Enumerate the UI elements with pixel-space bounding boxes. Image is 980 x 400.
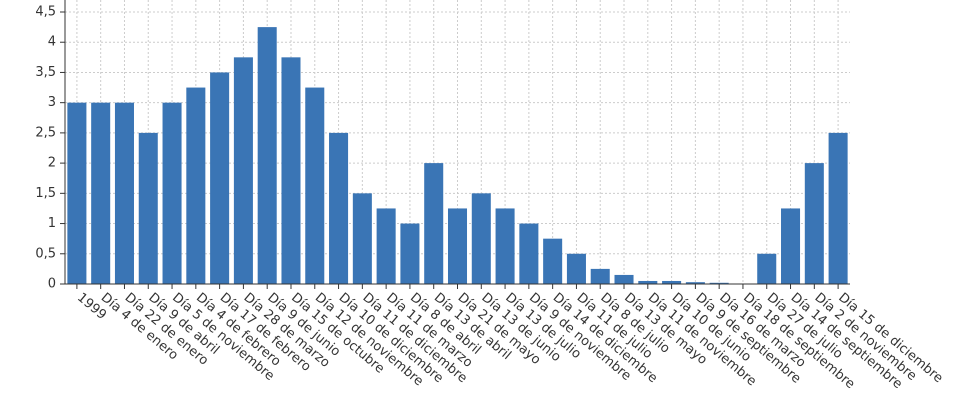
bar bbox=[543, 238, 563, 284]
bar bbox=[804, 163, 824, 284]
bar bbox=[614, 274, 634, 284]
bar bbox=[424, 163, 444, 284]
y-tick-label: 1,5 bbox=[35, 186, 56, 201]
y-tick-label: 2,5 bbox=[35, 125, 56, 140]
bar bbox=[352, 193, 372, 284]
y-tick-label: 2 bbox=[48, 156, 56, 171]
y-tick-label: 4 bbox=[48, 35, 56, 50]
bar bbox=[67, 102, 87, 285]
y-tick-label: 3,5 bbox=[35, 65, 56, 80]
y-tick-label: 1 bbox=[48, 216, 56, 231]
bar bbox=[257, 27, 277, 284]
y-tick-label: 0 bbox=[48, 277, 56, 292]
bar bbox=[828, 132, 848, 284]
bar bbox=[305, 87, 325, 284]
bar bbox=[662, 280, 682, 284]
bar bbox=[685, 282, 705, 284]
bar bbox=[781, 208, 801, 284]
bar bbox=[376, 208, 396, 284]
bar bbox=[162, 102, 182, 285]
bar bbox=[210, 72, 230, 284]
bar bbox=[400, 223, 420, 284]
bar bbox=[329, 132, 349, 284]
bar bbox=[495, 208, 515, 284]
y-tick-label: 3 bbox=[48, 95, 56, 110]
bar bbox=[186, 87, 206, 284]
y-tick-label: 0,5 bbox=[35, 246, 56, 261]
bar bbox=[281, 57, 301, 285]
bar bbox=[638, 280, 658, 284]
bar bbox=[91, 102, 111, 285]
bar bbox=[447, 208, 468, 284]
y-tick-label: 4,5 bbox=[35, 5, 56, 20]
bar bbox=[709, 282, 729, 284]
bar bbox=[138, 132, 158, 284]
bar bbox=[114, 102, 134, 285]
bar bbox=[471, 193, 491, 284]
bar bbox=[233, 57, 253, 285]
bar bbox=[566, 253, 586, 284]
bar bbox=[519, 223, 539, 284]
bar bbox=[757, 253, 777, 284]
bar bbox=[590, 268, 610, 284]
